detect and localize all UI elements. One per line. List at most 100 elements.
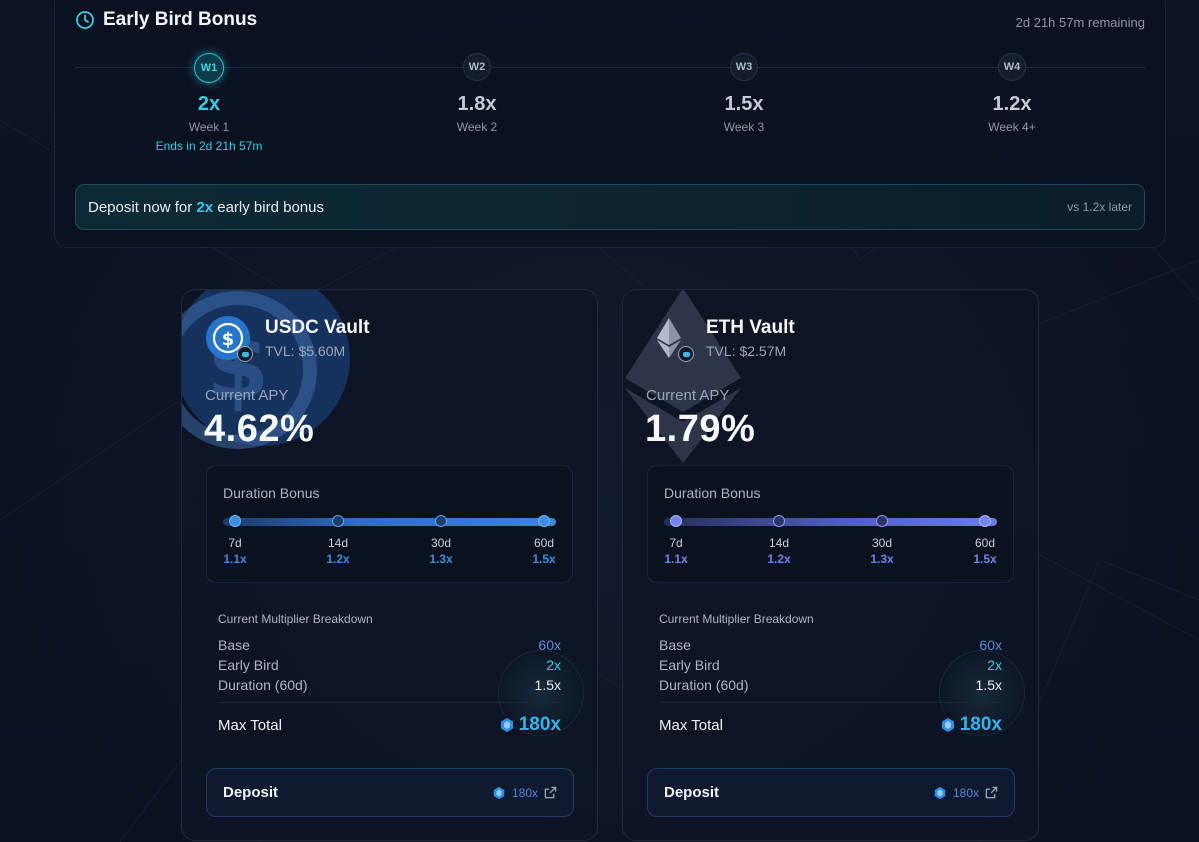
early-bird-title: Early Bird Bonus — [103, 9, 258, 30]
banner-prefix: Deposit now for — [88, 198, 197, 216]
stop-label: 14d — [327, 536, 349, 550]
week-badge: W3 — [730, 53, 758, 81]
vault-name: USDC Vault — [265, 317, 370, 338]
row-label: Early Bird — [659, 657, 720, 673]
row-value: 60x — [979, 637, 1002, 653]
external-link-icon — [544, 786, 557, 799]
vault-name: ETH Vault — [706, 317, 795, 338]
week-multiplier: 1.5x — [724, 93, 764, 115]
total-label: Max Total — [218, 716, 282, 734]
early-bird-header: Early Bird Bonus — [75, 9, 257, 31]
early-bird-panel: Early Bird Bonus 2d 21h 57m remaining W1… — [54, 0, 1166, 248]
stop-multiplier: 1.3x — [870, 552, 894, 566]
duration-stop-7d[interactable] — [229, 515, 241, 527]
deposit-badge-text: 180x — [511, 785, 538, 800]
duration-stop-14d[interactable] — [332, 515, 344, 527]
divider — [659, 702, 1002, 703]
breakdown-title: Current Multiplier Breakdown — [218, 612, 373, 626]
row-value: 2x — [987, 657, 1002, 673]
breakdown-row-early-bird: Early Bird 2x — [659, 657, 1002, 673]
total-label: Max Total — [659, 716, 723, 734]
chain-badge-icon — [678, 346, 694, 362]
apy-value: 1.79% — [645, 408, 756, 450]
duration-bonus-box: Duration Bonus 7d 14d 30d 60d 1.1x 1.2x … — [647, 465, 1014, 583]
duration-slider-track[interactable] — [223, 518, 556, 526]
hexagon-badge-icon — [941, 718, 954, 732]
deposit-label: Deposit — [664, 784, 720, 801]
chain-badge-icon — [237, 346, 253, 362]
row-label: Base — [218, 637, 250, 653]
week-label: Week 4+ — [988, 120, 1036, 134]
duration-stop-30d[interactable] — [435, 515, 447, 527]
external-link-icon — [985, 786, 998, 799]
stop-multiplier: 1.2x — [767, 552, 791, 566]
stop-label: 14d — [768, 536, 790, 550]
banner-text: Deposit now for 2x early bird bonus — [88, 199, 324, 216]
duration-title: Duration Bonus — [664, 485, 761, 501]
banner-suffix: early bird bonus — [213, 198, 324, 216]
week-2-step: W2 1.8x Week 2 — [407, 53, 547, 134]
breakdown-row-early-bird: Early Bird 2x — [218, 657, 561, 673]
svg-text:$: $ — [222, 329, 235, 350]
stop-multiplier: 1.5x — [532, 552, 556, 566]
breakdown-row-base: Base 60x — [659, 637, 1002, 653]
row-value: 1.5x — [975, 677, 1002, 693]
deposit-multiplier: 180x — [492, 786, 557, 800]
row-label: Duration (60d) — [218, 677, 308, 693]
week-3-step: W3 1.5x Week 3 — [674, 53, 814, 134]
banner-later-note: vs 1.2x later — [1067, 200, 1132, 214]
stop-multiplier: 1.2x — [326, 552, 350, 566]
deposit-label: Deposit — [223, 784, 279, 801]
total-value: 180x — [940, 714, 1002, 736]
usdc-vault-card[interactable]: $ $ USDC Vault TVL: $5.60M Current APY 4… — [181, 289, 598, 841]
week-ends-countdown: Ends in 2d 21h 57m — [155, 139, 263, 153]
week-multiplier: 2x — [197, 93, 221, 115]
stop-label: 30d — [871, 536, 893, 550]
week-multiplier: 1.2x — [992, 93, 1032, 115]
breakdown-row-duration: Duration (60d) 1.5x — [218, 677, 561, 693]
stop-label: 60d — [974, 536, 996, 550]
duration-slider-track[interactable] — [664, 518, 997, 526]
breakdown-title: Current Multiplier Breakdown — [659, 612, 814, 626]
apy-value: 4.62% — [204, 408, 315, 450]
week-label: Week 2 — [456, 120, 498, 134]
hexagon-badge-icon — [500, 718, 513, 732]
duration-stop-14d[interactable] — [773, 515, 785, 527]
week-badge: W1 — [194, 53, 224, 83]
week-badge: W4 — [998, 53, 1026, 81]
duration-stop-60d[interactable] — [538, 515, 550, 527]
stop-label: 60d — [533, 536, 555, 550]
banner-highlight: 2x — [196, 198, 214, 216]
row-label: Duration (60d) — [659, 677, 749, 693]
deposit-badge-text: 180x — [952, 785, 979, 800]
duration-stop-30d[interactable] — [876, 515, 888, 527]
apy-label: Current APY — [646, 387, 730, 404]
eth-vault-card[interactable]: ETH Vault TVL: $2.57M Current APY 1.79% … — [622, 289, 1039, 841]
total-value: 180x — [499, 714, 561, 736]
breakdown-row-base: Base 60x — [218, 637, 561, 653]
week-multiplier: 1.8x — [457, 93, 497, 115]
stop-multiplier: 1.1x — [223, 552, 247, 566]
clock-icon — [76, 11, 94, 29]
week-1-step: W1 2x Week 1 Ends in 2d 21h 57m — [139, 53, 279, 153]
early-bird-banner: Deposit now for 2x early bird bonus vs 1… — [75, 184, 1145, 230]
row-label: Base — [659, 637, 691, 653]
stop-label: 7d — [669, 536, 683, 550]
stop-label: 30d — [430, 536, 452, 550]
vault-tvl: TVL: $2.57M — [706, 343, 787, 359]
week-label: Week 1 — [188, 120, 230, 134]
breakdown-row-duration: Duration (60d) 1.5x — [659, 677, 1002, 693]
max-total-row: Max Total 180x — [218, 714, 561, 736]
deposit-button[interactable]: Deposit 180x — [647, 768, 1015, 817]
timeline-line — [75, 67, 1145, 68]
stop-multiplier: 1.1x — [664, 552, 688, 566]
eth-icon — [657, 318, 681, 358]
max-total-row: Max Total 180x — [659, 714, 1002, 736]
row-value: 1.5x — [534, 677, 561, 693]
duration-title: Duration Bonus — [223, 485, 320, 501]
duration-stop-60d[interactable] — [979, 515, 991, 527]
deposit-button[interactable]: Deposit 180x — [206, 768, 574, 817]
duration-bonus-box: Duration Bonus 7d 14d 30d 60d 1.1x 1.2x … — [206, 465, 573, 583]
duration-stop-7d[interactable] — [670, 515, 682, 527]
row-value: 2x — [546, 657, 561, 673]
